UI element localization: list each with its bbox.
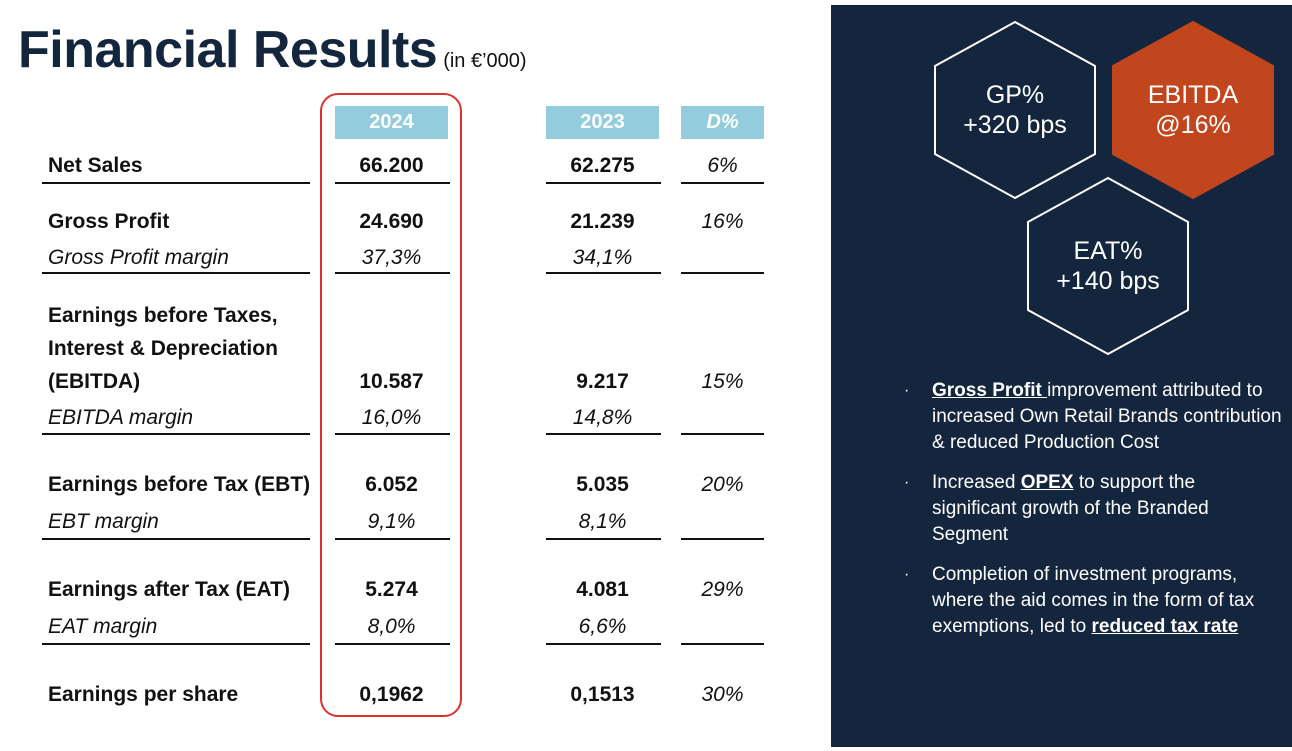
value-2023-ebitda-margin: 14,8% bbox=[572, 406, 633, 429]
divider bbox=[681, 538, 764, 540]
title-unit: (in €’000) bbox=[443, 50, 527, 72]
divider bbox=[681, 643, 764, 645]
value-2023-ebt: 5.035 bbox=[576, 473, 629, 496]
column-header-2024: 2024 bbox=[335, 106, 448, 139]
bullet-dot-icon: · bbox=[904, 474, 910, 491]
row-label-eat: Earnings after Tax (EAT) bbox=[48, 578, 290, 601]
divider bbox=[42, 182, 310, 184]
row-label-eat-margin: EAT margin bbox=[48, 615, 158, 638]
bullet-emphasis: Gross Profit bbox=[932, 380, 1048, 401]
bullet-list: · Gross Profit improvement attributed to… bbox=[904, 378, 1284, 654]
hexagon-gp: GP% +320 bps bbox=[933, 20, 1097, 200]
bullet-opex: · Increased OPEX to support the signific… bbox=[904, 470, 1284, 548]
value-2023-net-sales: 62.275 bbox=[570, 154, 635, 177]
value-2023-gross-profit-margin: 34,1% bbox=[572, 246, 633, 269]
divider bbox=[546, 272, 661, 274]
hexagon-gp-line2: +320 bps bbox=[963, 111, 1067, 139]
column-header-2023: 2023 bbox=[546, 106, 659, 139]
divider bbox=[42, 643, 310, 645]
hexagon-eat: EAT% +140 bps bbox=[1026, 176, 1190, 356]
value-2023-ebitda: 9.217 bbox=[576, 370, 629, 393]
row-label-gross-profit: Gross Profit bbox=[48, 210, 170, 233]
divider bbox=[546, 433, 661, 435]
bullet-dot-icon: · bbox=[904, 566, 910, 583]
row-label-ebitda: Earnings before Taxes, Interest & Deprec… bbox=[48, 304, 278, 393]
hexagon-ebitda-line1: EBITDA bbox=[1147, 81, 1239, 109]
row-label-net-sales: Net Sales bbox=[48, 154, 143, 177]
value-2023-eat: 4.081 bbox=[576, 578, 629, 601]
divider bbox=[681, 433, 764, 435]
value-2023-gross-profit: 21.239 bbox=[570, 210, 635, 233]
divider bbox=[42, 538, 310, 540]
value-2023-ebt-margin: 8,1% bbox=[578, 510, 627, 533]
bullet-emphasis: reduced tax rate bbox=[1091, 616, 1239, 637]
divider bbox=[335, 433, 450, 435]
divider bbox=[681, 272, 764, 274]
bullet-text: to support the significant growth of the… bbox=[932, 472, 1209, 545]
bullet-dot-icon: · bbox=[904, 382, 910, 399]
row-label-eps: Earnings per share bbox=[48, 683, 239, 706]
row-label-ebt-margin: EBT margin bbox=[48, 510, 159, 533]
divider bbox=[335, 643, 450, 645]
delta-eat: 29% bbox=[701, 578, 744, 601]
column-header-delta: D% bbox=[681, 106, 764, 139]
value-2024-net-sales: 66.200 bbox=[359, 154, 424, 177]
title-text: Financial Results bbox=[18, 21, 438, 79]
delta-ebitda: 15% bbox=[701, 370, 744, 393]
delta-net-sales: 6% bbox=[707, 154, 738, 177]
hexagon-eat-line1: EAT% bbox=[1073, 237, 1143, 265]
value-2024-ebitda: 10.587 bbox=[359, 370, 424, 393]
value-2024-eat-margin: 8,0% bbox=[367, 615, 416, 638]
divider bbox=[546, 182, 661, 184]
value-2023-eps: 0,1513 bbox=[570, 683, 635, 706]
row-label-ebt: Earnings before Tax (EBT) bbox=[48, 473, 311, 496]
value-2024-gross-profit-margin: 37,3% bbox=[361, 246, 422, 269]
hexagon-ebitda: EBITDA @16% bbox=[1111, 20, 1275, 200]
page-title: Financial Results (in €’000) bbox=[18, 24, 527, 76]
divider bbox=[546, 643, 661, 645]
bullet-tax-rate: · Completion of investment programs, whe… bbox=[904, 562, 1284, 640]
divider bbox=[335, 538, 450, 540]
divider bbox=[42, 433, 310, 435]
divider bbox=[335, 182, 450, 184]
divider bbox=[681, 182, 764, 184]
bullet-gross-profit: · Gross Profit improvement attributed to… bbox=[904, 378, 1284, 456]
divider bbox=[335, 272, 450, 274]
delta-ebt: 20% bbox=[701, 473, 744, 496]
row-label-ebitda-margin: EBITDA margin bbox=[48, 406, 194, 429]
bullet-text: improvement attributed to increased Own … bbox=[932, 380, 1282, 453]
divider bbox=[42, 272, 310, 274]
divider bbox=[546, 538, 661, 540]
value-2024-eps: 0,1962 bbox=[359, 683, 424, 706]
hexagon-eat-line2: +140 bps bbox=[1056, 267, 1160, 295]
row-label-gross-profit-margin: Gross Profit margin bbox=[48, 246, 229, 269]
bullet-text: Increased bbox=[932, 472, 1021, 493]
bullet-emphasis: OPEX bbox=[1020, 472, 1074, 493]
bullet-text: Completion of investment programs, where… bbox=[932, 564, 1255, 637]
value-2024-ebt: 6.052 bbox=[365, 473, 418, 496]
hexagon-gp-line1: GP% bbox=[985, 81, 1045, 109]
delta-eps: 30% bbox=[701, 683, 744, 706]
delta-gross-profit: 16% bbox=[701, 210, 744, 233]
value-2024-ebt-margin: 9,1% bbox=[367, 510, 416, 533]
value-2024-gross-profit: 24.690 bbox=[359, 210, 424, 233]
value-2024-eat: 5.274 bbox=[365, 578, 418, 601]
hexagon-ebitda-line2: @16% bbox=[1155, 111, 1231, 139]
value-2023-eat-margin: 6,6% bbox=[578, 615, 627, 638]
value-2024-ebitda-margin: 16,0% bbox=[361, 406, 422, 429]
